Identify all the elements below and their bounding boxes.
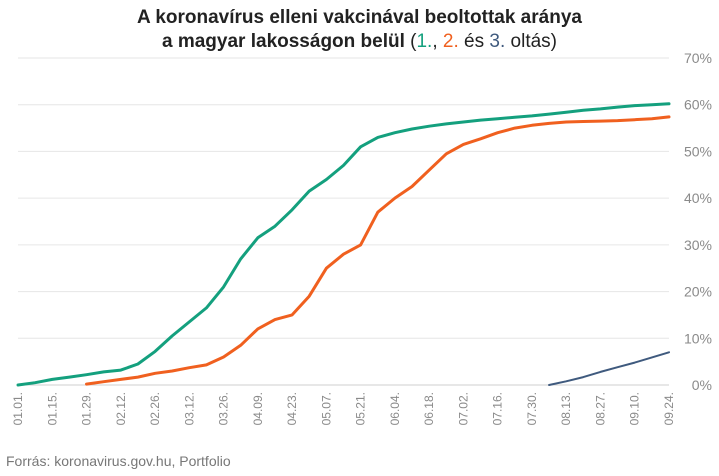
x-tick-label: 05.07. <box>319 392 333 425</box>
chart-title-line2: a magyar lakosságon belül (1., 2. és 3. … <box>0 30 719 54</box>
x-tick-label: 03.12. <box>182 392 196 425</box>
x-tick-label: 09.24. <box>662 392 676 425</box>
x-tick-label: 08.27. <box>593 392 607 425</box>
x-tick-label: 07.30. <box>525 392 539 425</box>
x-tick-label: 03.26. <box>217 392 231 425</box>
title-paren-open: ( <box>404 31 417 52</box>
series-line-1 <box>16 102 671 387</box>
x-tick-label: 01.01. <box>11 392 25 425</box>
y-tick-label: 30% <box>684 237 712 253</box>
x-tick-label: 07.16. <box>491 392 505 425</box>
series-lines <box>16 102 671 387</box>
x-tick-label: 01.29. <box>80 392 94 425</box>
x-tick-label: 09.10. <box>628 392 642 425</box>
y-tick-label: 50% <box>684 143 712 159</box>
x-tick-label: 06.04. <box>388 392 402 425</box>
y-tick-label: 10% <box>684 330 712 346</box>
x-tick-label: 02.12. <box>114 392 128 425</box>
title-dose3: 3. <box>489 31 506 52</box>
series-line-3 <box>548 351 670 386</box>
y-tick-label: 60% <box>684 97 712 113</box>
y-tick-label: 20% <box>684 284 712 300</box>
source-note: Forrás: koronavirus.gov.hu, Portfolio <box>6 453 231 469</box>
y-tick-label: 0% <box>692 377 712 393</box>
title-dose2: 2. <box>442 31 459 52</box>
x-tick-label: 04.09. <box>251 392 265 425</box>
title-sep1: , <box>432 31 443 52</box>
title-and: és <box>458 31 490 52</box>
title-dose1: 1. <box>416 31 433 52</box>
x-tick-label: 08.13. <box>559 392 573 425</box>
title-main: a magyar lakosságon belül <box>162 31 405 52</box>
chart-title-line1: A koronavírus elleni vakcinával beoltott… <box>137 7 582 28</box>
x-tick-label: 07.02. <box>456 392 470 425</box>
x-tick-label: 06.18. <box>422 392 436 425</box>
y-axis-ticks: 0% 10% 20% 30% 40% 50% 60% 70% <box>684 50 712 393</box>
x-tick-label: 05.21. <box>354 392 368 425</box>
series-line-2 <box>85 115 671 386</box>
x-tick-label: 04.23. <box>285 392 299 425</box>
title-suffix: oltás) <box>505 31 557 52</box>
y-tick-label: 70% <box>684 50 712 66</box>
y-tick-label: 40% <box>684 190 712 206</box>
x-axis-ticks: 01.01. 01.15. 01.29. 02.12. 02.26. 03.12. 03.2… <box>11 392 676 425</box>
x-tick-label: 02.26. <box>148 392 162 425</box>
chart-title: A koronavírus elleni vakcinával beoltott… <box>0 6 719 54</box>
gridlines <box>18 57 669 386</box>
x-tick-label: 01.15. <box>45 392 59 425</box>
